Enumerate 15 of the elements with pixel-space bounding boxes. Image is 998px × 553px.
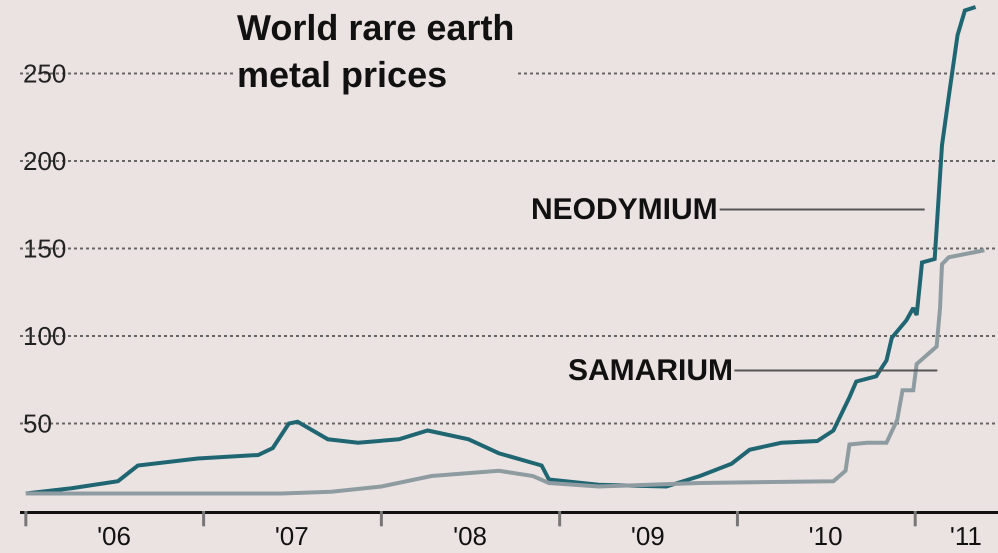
x-tick-label: '08 xyxy=(453,521,487,552)
annotation: NEODYMIUM xyxy=(531,193,718,226)
y-tick-label: 150 xyxy=(23,234,66,264)
y-tick-label: 50 xyxy=(23,408,52,439)
y-tick-label: 200 xyxy=(23,146,66,176)
annotation: SAMARIUM xyxy=(568,354,733,387)
text: World rare earth metal prices xyxy=(237,7,514,95)
x-tick-label: '11 xyxy=(950,521,982,552)
x-tick-label: '06 xyxy=(97,521,131,552)
y-tick-label: 100 xyxy=(23,321,66,352)
x-tick-label: '09 xyxy=(630,521,665,552)
x-tick-label: '07 xyxy=(274,521,309,552)
y-tick-label: 250 xyxy=(23,58,66,89)
x-tick-label: '10 xyxy=(808,521,843,552)
line-series xyxy=(24,5,978,496)
